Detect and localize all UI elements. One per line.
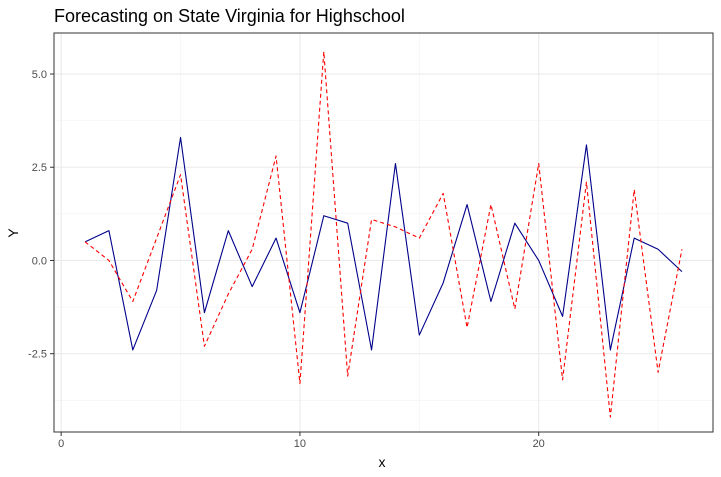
x-tick-label: 0 bbox=[58, 438, 64, 450]
y-tick-label: 2.5 bbox=[32, 162, 47, 174]
plot-panel bbox=[54, 33, 713, 432]
x-tick-label: 20 bbox=[533, 438, 545, 450]
y-axis-ticks: -2.5 0.0 2.5 5.0 bbox=[28, 69, 54, 361]
x-axis-title: x bbox=[379, 454, 386, 470]
chart-title: Forecasting on State Virginia for Highsc… bbox=[54, 6, 405, 26]
minor-gridlines bbox=[54, 33, 713, 432]
series-line-1 bbox=[84, 136, 683, 351]
series-line-2 bbox=[84, 51, 683, 418]
series-layer bbox=[84, 51, 683, 418]
y-tick-label: 5.0 bbox=[32, 69, 47, 81]
y-tick-label: 0.0 bbox=[32, 255, 47, 267]
y-axis-title: Y bbox=[5, 228, 21, 238]
y-tick-label: -2.5 bbox=[28, 349, 47, 361]
x-axis-ticks: 0 10 20 bbox=[58, 432, 545, 450]
panel-border bbox=[53, 32, 714, 433]
x-tick-label: 10 bbox=[294, 438, 306, 450]
